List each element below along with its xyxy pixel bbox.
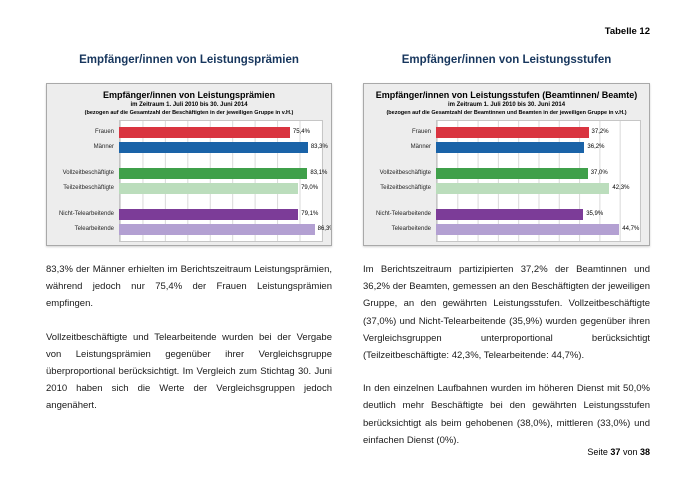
plot-area: Frauen 37,2% Männer 36,2% Vollzeitbeschäftig… bbox=[372, 120, 641, 242]
bar-rows: Frauen 37,2% Männer 36,2% Vollzeitbeschäftig… bbox=[372, 125, 641, 237]
chart-subtitle: im Zeitraum 1. Juli 2010 bis 30. Juni 20… bbox=[130, 102, 248, 108]
bar bbox=[436, 168, 588, 179]
value-label: 83,1% bbox=[310, 170, 328, 176]
footer-total-pages: 38 bbox=[639, 447, 650, 457]
page-header: Tabelle 12 bbox=[46, 26, 650, 37]
chart-leistungspraemien: Empfänger/innen von Leistungsprämien im … bbox=[46, 83, 332, 246]
bar-row: Nicht-Telearbeitende 79,1% bbox=[55, 207, 323, 222]
right-column: Empfänger/innen von Leistungsstufen Empf… bbox=[363, 53, 650, 449]
plot-area: Frauen 75,4% Männer 83,3% Vollzeitbeschäftig… bbox=[55, 120, 331, 242]
bar bbox=[119, 183, 299, 194]
bar bbox=[436, 127, 589, 138]
bar-row: Frauen 37,2% bbox=[372, 125, 641, 140]
paragraph: In den einzelnen Laufbahnen wurden im hö… bbox=[363, 383, 650, 446]
bar-row: Frauen 75,4% bbox=[55, 125, 323, 140]
category-label: Vollzeitbeschäftigte bbox=[62, 170, 114, 176]
value-label: 75,4% bbox=[292, 129, 310, 135]
value-label: 79,0% bbox=[301, 185, 319, 191]
bar bbox=[119, 127, 290, 138]
category-label: Teilzeitbeschäftigte bbox=[380, 185, 431, 191]
bar-track: 44,7% bbox=[436, 224, 641, 235]
value-label: 35,9% bbox=[586, 211, 604, 217]
bar-track: 86,3% bbox=[119, 224, 331, 235]
bar bbox=[436, 224, 620, 235]
bar-row: Vollzeitbeschäftigte 37,0% bbox=[372, 166, 641, 181]
paragraph: Im Berichtszeitraum partizipierten 37,2%… bbox=[363, 264, 650, 362]
chart-title: Empfänger/innen von Leistungsprämien bbox=[102, 90, 276, 100]
footer-separator: von bbox=[622, 447, 638, 457]
bar bbox=[119, 209, 299, 220]
category-label: Telearbeitende bbox=[74, 226, 114, 232]
bar-row: Teilzeitbeschäftigte 79,0% bbox=[55, 181, 323, 196]
value-label: 42,3% bbox=[612, 185, 630, 191]
bar-track: 79,0% bbox=[119, 183, 323, 194]
bar bbox=[436, 183, 610, 194]
bar-row: Vollzeitbeschäftigte 83,1% bbox=[55, 166, 327, 181]
category-label: Nicht-Telearbeitende bbox=[58, 211, 114, 217]
bar-track: 35,9% bbox=[436, 209, 641, 220]
bar-track: 36,2% bbox=[436, 142, 641, 153]
bar bbox=[119, 224, 315, 235]
chart-subtitle: im Zeitraum 1. Juli 2010 bis 30. Juni 20… bbox=[447, 102, 566, 108]
category-label: Telearbeitende bbox=[391, 226, 431, 232]
category-label: Vollzeitbeschäftigte bbox=[379, 170, 431, 176]
paragraph: 83,3% der Männer erhielten im Berichtsze… bbox=[46, 264, 332, 310]
section-heading-stufen: Empfänger/innen von Leistungsstufen bbox=[401, 54, 612, 66]
chart-leistungsstufen: Empfänger/innen von Leistungsstufen (Bea… bbox=[363, 83, 650, 246]
left-column: Empfänger/innen von Leistungsprämien Emp… bbox=[46, 53, 332, 449]
value-label: 83,3% bbox=[310, 144, 328, 150]
value-label: 86,3% bbox=[317, 226, 331, 232]
category-label: Männer bbox=[410, 144, 431, 150]
page-footer: Seite 37 von 38 bbox=[587, 447, 650, 457]
category-label: Frauen bbox=[94, 129, 114, 135]
bar-rows: Frauen 75,4% Männer 83,3% Vollzeitbeschäftig… bbox=[55, 125, 331, 237]
bar-row: Männer 83,3% bbox=[55, 140, 328, 155]
value-label: 36,2% bbox=[587, 144, 605, 150]
value-label: 79,1% bbox=[301, 211, 319, 217]
bar-row: Teilzeitbeschäftigte 42,3% bbox=[372, 181, 641, 196]
bar-row: Telearbeitende 86,3% bbox=[55, 222, 331, 237]
bar-track: 37,2% bbox=[436, 127, 641, 138]
bar-track: 79,1% bbox=[119, 209, 323, 220]
bar-track: 83,3% bbox=[119, 142, 328, 153]
value-label: 37,0% bbox=[590, 170, 608, 176]
category-label: Frauen bbox=[411, 129, 431, 135]
chart-subtitle-note: (bezogen auf die Gesamtzahl der Beamtinn… bbox=[386, 110, 627, 116]
bar bbox=[119, 142, 308, 153]
category-label: Männer bbox=[93, 144, 114, 150]
bar-track: 37,0% bbox=[436, 168, 641, 179]
chart-subtitle-note: (bezogen auf die Gesamtzahl der Beschäft… bbox=[84, 110, 294, 116]
value-label: 44,7% bbox=[622, 226, 640, 232]
footer-prefix: Seite bbox=[587, 447, 608, 457]
table-ref-label: Tabelle 12 bbox=[604, 26, 650, 37]
bar-track: 83,1% bbox=[119, 168, 327, 179]
bar-row: Nicht-Telearbeitende 35,9% bbox=[372, 207, 641, 222]
footer-page-number: 37 bbox=[610, 447, 621, 457]
plot-background bbox=[436, 120, 641, 242]
value-label: 37,2% bbox=[591, 129, 609, 135]
category-label: Nicht-Telearbeitende bbox=[375, 211, 431, 217]
two-column-layout: Empfänger/innen von Leistungsprämien Emp… bbox=[46, 53, 650, 449]
plot-background bbox=[119, 120, 323, 242]
bar bbox=[436, 209, 584, 220]
bar bbox=[119, 168, 308, 179]
bar-track: 75,4% bbox=[119, 127, 323, 138]
bar bbox=[436, 142, 585, 153]
section-heading-praemien: Empfänger/innen von Leistungsprämien bbox=[79, 54, 299, 66]
category-label: Teilzeitbeschäftigte bbox=[63, 185, 114, 191]
chart-title: Empfänger/innen von Leistungsstufen (Bea… bbox=[375, 90, 638, 100]
bar-row: Männer 36,2% bbox=[372, 140, 641, 155]
bar-row: Telearbeitende 44,7% bbox=[372, 222, 641, 237]
bar-track: 42,3% bbox=[436, 183, 641, 194]
paragraph: Vollzeitbeschäftigte und Telearbeitende … bbox=[46, 331, 332, 412]
